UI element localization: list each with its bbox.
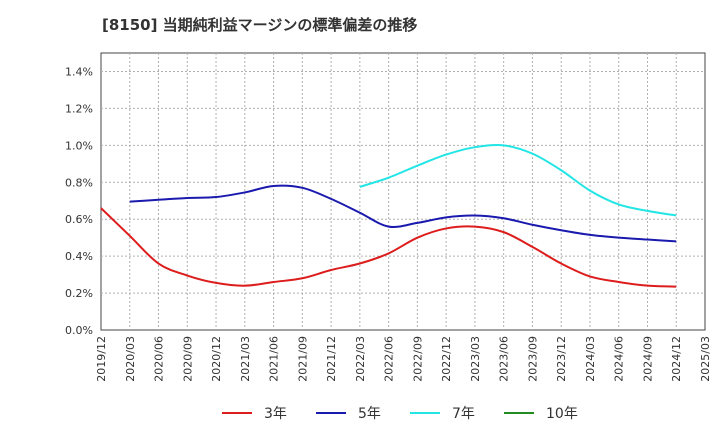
series-line-2 bbox=[359, 143, 677, 217]
legend: 3年 5年 7年 10年 bbox=[222, 406, 578, 422]
x-tick-label: 2023/06 bbox=[498, 336, 511, 382]
x-tick-label: 2022/03 bbox=[354, 336, 367, 382]
legend-label: 7年 bbox=[452, 406, 475, 422]
y-tick-label: 1.0% bbox=[65, 139, 93, 152]
x-axis-ticks: 2019/12 2020/03 2020/06 2020/09 2020/12 2021/… bbox=[95, 336, 712, 382]
grid bbox=[101, 53, 705, 330]
legend-label: 10年 bbox=[546, 406, 578, 422]
x-tick-label: 2023/12 bbox=[555, 336, 568, 382]
plot-area bbox=[100, 52, 706, 331]
y-tick-label: 0.2% bbox=[65, 287, 93, 300]
series-line-1 bbox=[129, 184, 677, 243]
x-tick-label: 2020/03 bbox=[124, 336, 137, 382]
y-tick-label: 0.6% bbox=[65, 213, 93, 226]
x-tick-label: 2024/06 bbox=[613, 336, 626, 382]
chart-title: [8150] 当期純利益マージンの標準偏差の推移 bbox=[102, 16, 417, 34]
series-line-0 bbox=[100, 207, 677, 288]
x-tick-label: 2024/03 bbox=[584, 336, 597, 382]
x-tick-label: 2023/09 bbox=[526, 336, 539, 382]
x-tick-label: 2021/06 bbox=[268, 336, 281, 382]
legend-label: 3年 bbox=[264, 406, 287, 422]
x-tick-label: 2024/12 bbox=[670, 336, 683, 382]
y-tick-label: 0.8% bbox=[65, 176, 93, 189]
x-tick-label: 2025/03 bbox=[699, 336, 712, 382]
y-axis-ticks: 0.0% 0.2% 0.4% 0.6% 0.8% 1.0% 1.2% 1.4% bbox=[65, 65, 93, 337]
y-tick-label: 0.4% bbox=[65, 250, 93, 263]
x-tick-label: 2022/09 bbox=[411, 336, 424, 382]
y-tick-label: 1.2% bbox=[65, 102, 93, 115]
x-tick-label: 2024/09 bbox=[641, 336, 654, 382]
x-tick-label: 2020/12 bbox=[210, 336, 223, 382]
series-lines bbox=[100, 143, 677, 288]
y-tick-label: 0.0% bbox=[65, 324, 93, 337]
x-tick-label: 2022/12 bbox=[440, 336, 453, 382]
x-tick-label: 2020/06 bbox=[153, 336, 166, 382]
x-tick-label: 2021/09 bbox=[296, 336, 309, 382]
x-tick-label: 2019/12 bbox=[95, 336, 108, 382]
x-tick-label: 2022/06 bbox=[383, 336, 396, 382]
x-tick-label: 2021/12 bbox=[325, 336, 338, 382]
x-tick-label: 2020/09 bbox=[181, 336, 194, 382]
x-tick-label: 2023/03 bbox=[469, 336, 482, 382]
x-tick-label: 2021/03 bbox=[239, 336, 252, 382]
y-tick-label: 1.4% bbox=[65, 65, 93, 78]
legend-label: 5年 bbox=[358, 406, 381, 422]
